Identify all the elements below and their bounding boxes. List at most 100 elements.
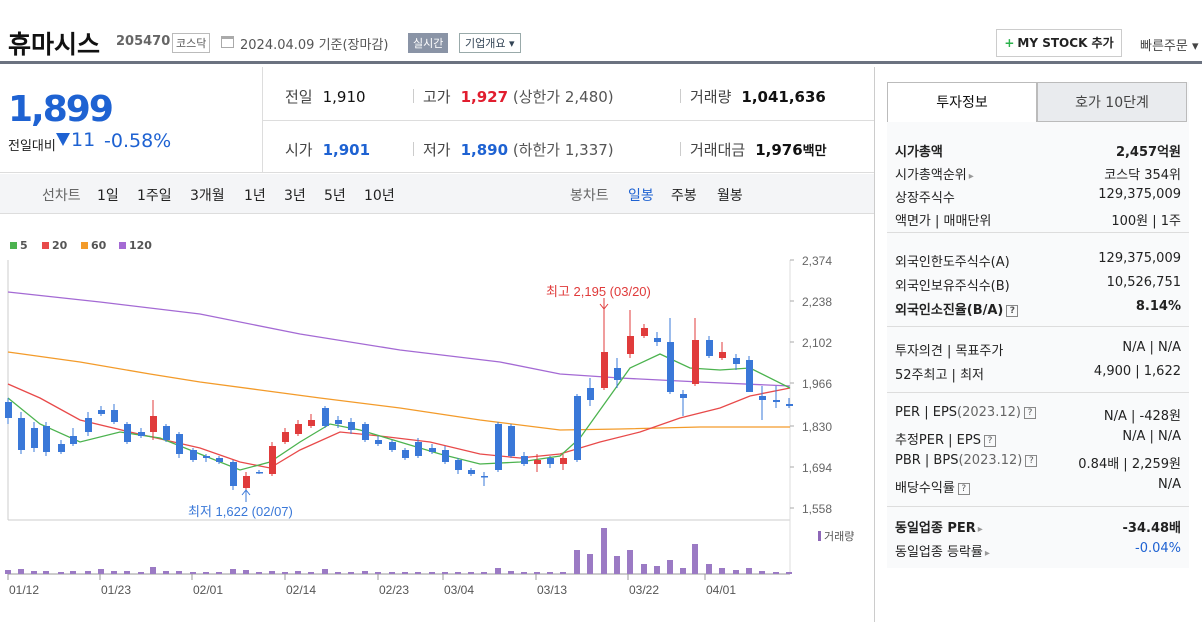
- volume-bar: [667, 560, 673, 574]
- help-icon[interactable]: ?: [957, 483, 970, 495]
- period-5y[interactable]: 5년: [324, 188, 346, 204]
- candle-body: [521, 456, 528, 464]
- help-icon[interactable]: ?: [983, 435, 996, 447]
- candle-body: [58, 444, 65, 452]
- volume-bar: [295, 571, 301, 574]
- candle-daily[interactable]: 일봉: [628, 188, 654, 204]
- y-tick-label: 1,830: [802, 420, 832, 434]
- info-row: 액면가 | 매매단위 100원 | 1주: [895, 214, 1181, 229]
- volume-bar: [216, 572, 222, 574]
- ma-legend-swatch: [42, 242, 49, 249]
- candle-body: [587, 388, 594, 400]
- period-3y[interactable]: 3년: [284, 188, 306, 204]
- volume-bar: [442, 572, 448, 574]
- candle-body: [468, 470, 475, 474]
- my-stock-add-button[interactable]: + MY STOCK 추가: [996, 29, 1122, 57]
- volume-bar: [508, 571, 514, 574]
- period-10y[interactable]: 10년: [364, 188, 395, 204]
- volume-bar: [163, 571, 169, 574]
- trade-amount: 거래대금 1,976백만: [690, 141, 827, 159]
- volume-bar: [455, 572, 461, 574]
- stock-header: 휴마시스 205470 코스닥 2024.04.09 기준(장마감) 실시간 기…: [0, 0, 1202, 64]
- tab-investment-info[interactable]: 투자정보: [887, 82, 1037, 122]
- candle-body: [601, 352, 608, 388]
- volume-bar: [733, 570, 739, 574]
- volume-bar: [111, 571, 117, 574]
- candle-body: [402, 450, 409, 458]
- ma-legend-label: 5: [20, 239, 28, 252]
- help-icon[interactable]: ?: [1006, 305, 1019, 317]
- info-row: 외국인한도주식수(A) 129,375,009: [895, 251, 1181, 270]
- candle-body: [243, 476, 250, 488]
- help-icon[interactable]: ?: [1025, 455, 1038, 467]
- period-1w[interactable]: 1주일: [137, 188, 172, 204]
- candle-body: [98, 410, 105, 414]
- stock-chart[interactable]: 5 20 60 120 2,374 2,238 2,102 1,966 1,830 1,694 1,…: [0, 228, 874, 622]
- volume-bar: [468, 572, 474, 574]
- candle-body: [759, 396, 766, 400]
- realtime-button[interactable]: 실시간: [408, 33, 449, 53]
- quick-order-button[interactable]: 빠른주문 ▾: [1140, 39, 1199, 54]
- x-tick-label: 03/04: [444, 583, 474, 597]
- period-1y[interactable]: 1년: [244, 188, 266, 204]
- candle-body: [560, 458, 567, 464]
- chevron-down-icon: ▾: [1191, 39, 1199, 54]
- candle-body: [534, 460, 541, 464]
- candle-monthly[interactable]: 월봉: [717, 188, 743, 204]
- candle-body: [654, 338, 661, 342]
- volume-bar: [308, 572, 314, 574]
- candle-body: [335, 420, 342, 424]
- candle-body: [203, 456, 210, 458]
- candle-body: [667, 342, 674, 392]
- candle-body: [614, 368, 621, 380]
- candle-body: [429, 448, 436, 452]
- candle-body: [138, 432, 145, 436]
- candle-body: [706, 340, 713, 356]
- volume-bar: [256, 572, 262, 574]
- candle-body: [230, 462, 237, 486]
- volume-bar: [150, 567, 156, 574]
- volume-bar: [560, 572, 566, 574]
- low-annotation: 최저 1,622 (02/07): [188, 504, 293, 519]
- period-1d[interactable]: 1일: [97, 188, 119, 204]
- high-annotation: 최고 2,195 (03/20): [546, 284, 651, 299]
- candle-body: [43, 426, 50, 452]
- low-arrow: [241, 489, 251, 502]
- period-3m[interactable]: 3개월: [190, 188, 225, 204]
- x-tick-label: 02/23: [379, 583, 409, 597]
- volume-bar: [521, 572, 527, 574]
- volume-bar: [481, 572, 487, 574]
- volume-bar: [362, 571, 368, 574]
- candle-body: [216, 458, 223, 462]
- current-price: 1,899: [8, 89, 114, 130]
- candle-body: [124, 424, 131, 442]
- candle-weekly[interactable]: 주봉: [671, 188, 697, 204]
- y-tick-label: 1,966: [802, 377, 832, 391]
- tab-orderbook[interactable]: 호가 10단계: [1037, 82, 1187, 122]
- volume-bar: [786, 572, 792, 574]
- ma-legend-label: 20: [52, 239, 68, 252]
- volume-bar: [415, 572, 421, 574]
- volume-bar: [18, 569, 24, 574]
- current-price-panel: 1,899 전일대비 11 -0.58%: [0, 67, 262, 173]
- volume-bar: [641, 564, 647, 574]
- percent-change: -0.58%: [104, 130, 172, 152]
- volume-bar: [138, 572, 144, 574]
- volume-bar: [70, 571, 76, 574]
- plus-icon: +: [1004, 36, 1015, 50]
- info-row: 상장주식수 129,375,009: [895, 187, 1181, 206]
- volume-bar: [282, 572, 288, 574]
- candle-body: [574, 396, 581, 460]
- help-icon[interactable]: ?: [1023, 407, 1036, 419]
- calendar-icon: [221, 36, 234, 48]
- volume-bar: [429, 572, 435, 574]
- candle-body: [31, 428, 38, 448]
- company-overview-button[interactable]: 기업개요 ▾: [459, 33, 521, 53]
- candle-body: [308, 420, 315, 426]
- ma-legend-swatch: [10, 242, 17, 249]
- volume-bar: [375, 572, 381, 574]
- candle-body: [85, 418, 92, 432]
- change-label: 전일대비: [8, 139, 56, 154]
- arrow-right-icon: ▸: [968, 171, 974, 182]
- y-tick-label: 2,238: [802, 295, 832, 309]
